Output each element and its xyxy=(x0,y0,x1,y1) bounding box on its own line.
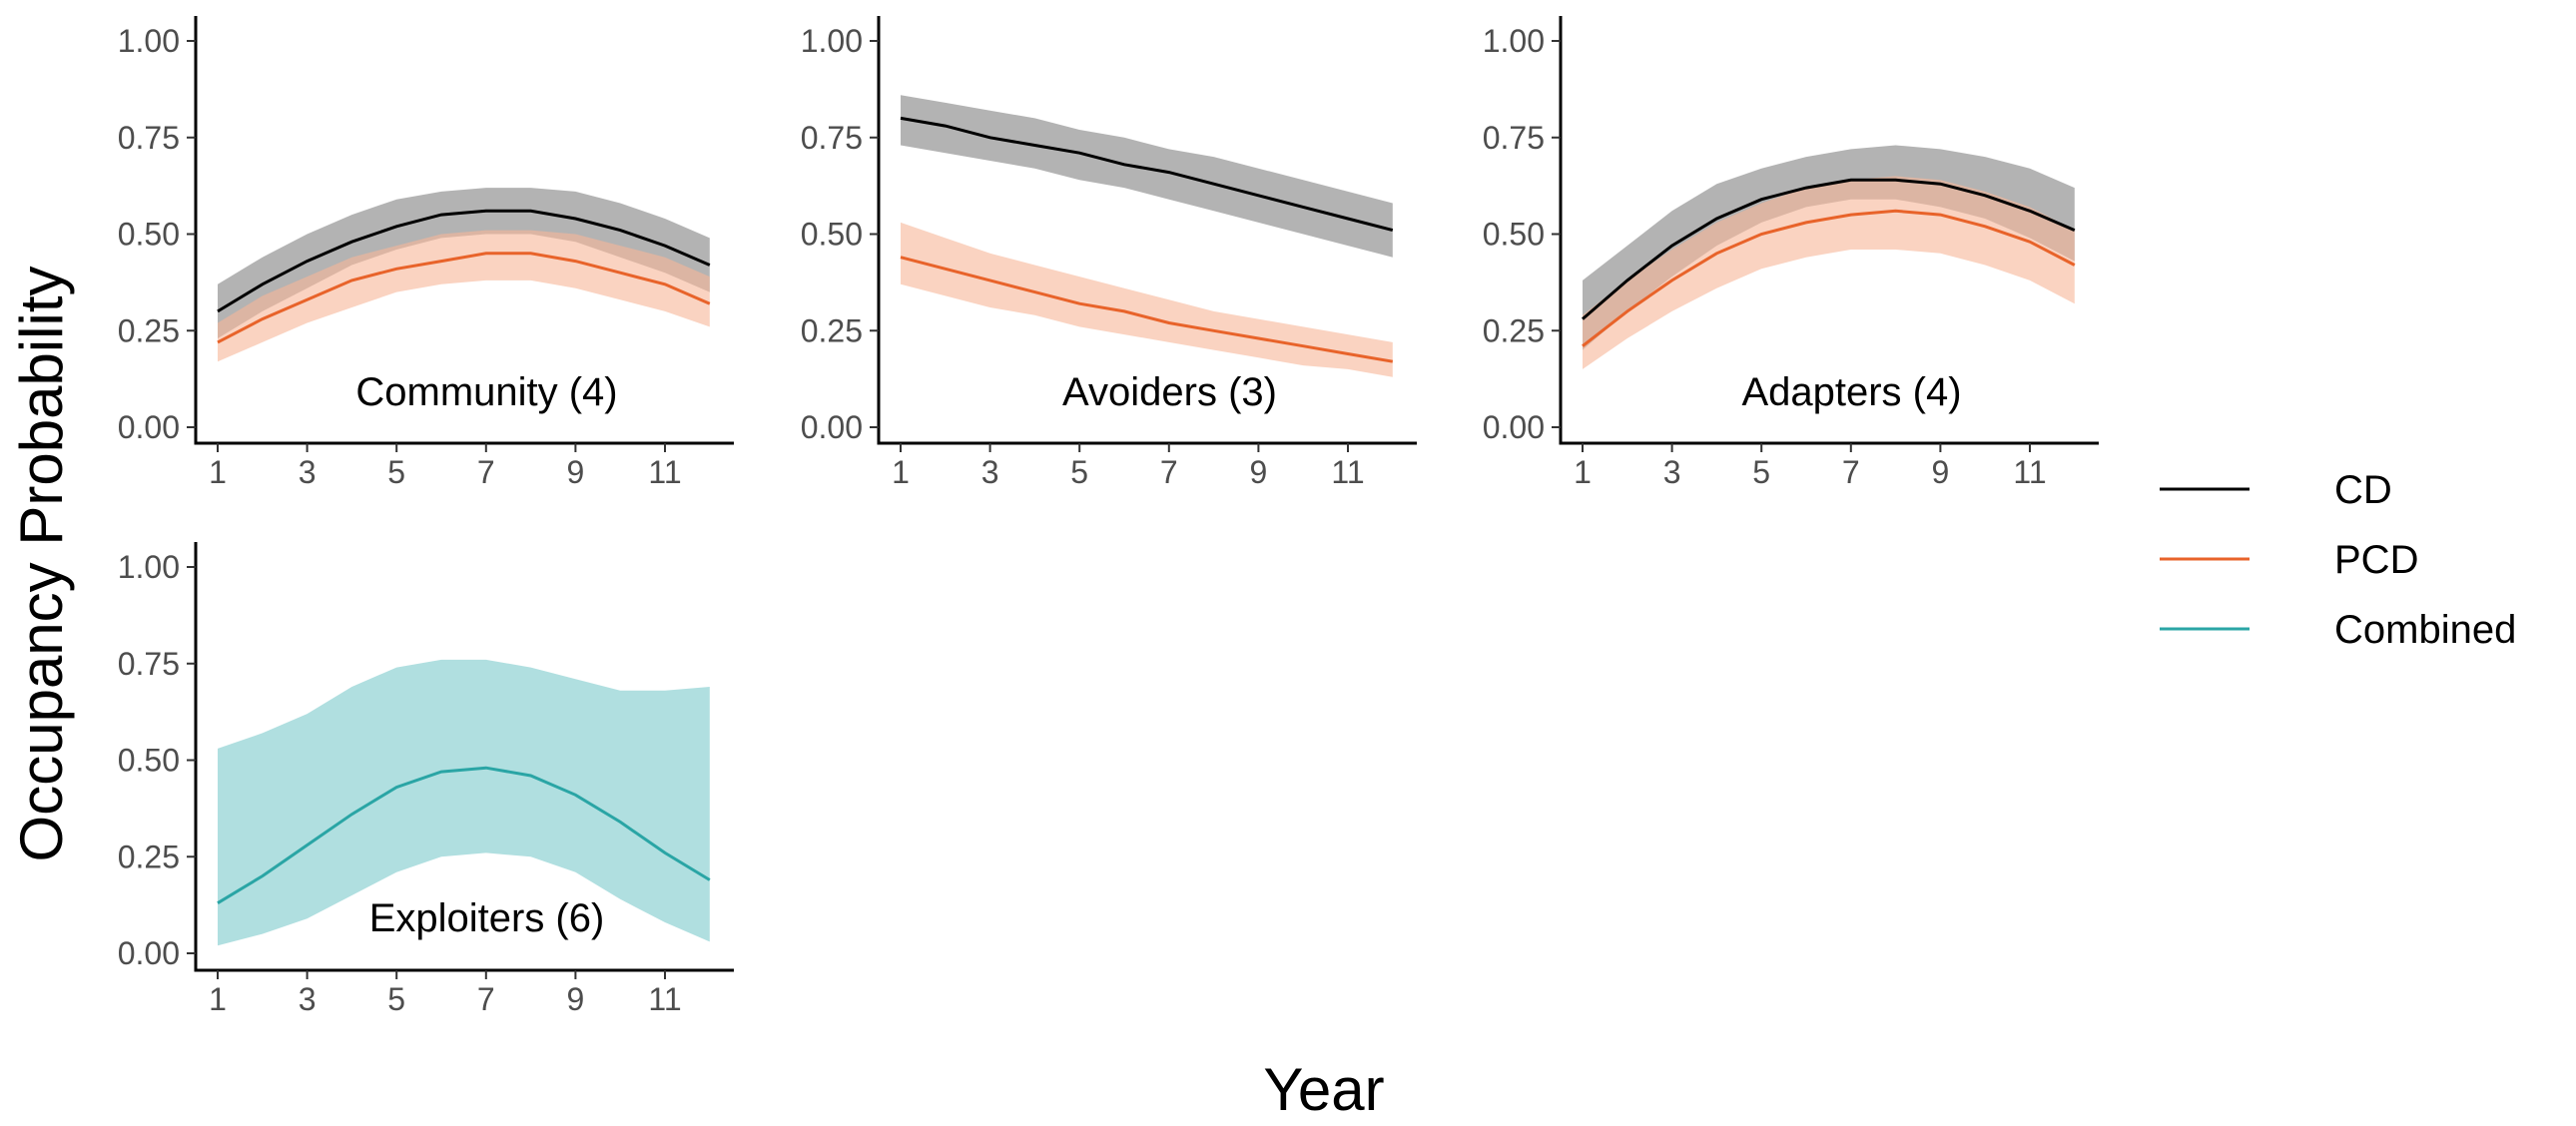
series-line-pcd xyxy=(217,252,711,344)
x-tick-label: 11 xyxy=(648,981,681,1017)
series-line-cd xyxy=(900,116,1394,233)
series-line-cd xyxy=(1582,178,2076,320)
x-tick-label: 9 xyxy=(567,454,585,490)
x-tick-label: 3 xyxy=(981,454,999,490)
y-tick-label: 0.50 xyxy=(118,217,180,253)
y-tick-label: 0.75 xyxy=(118,646,180,682)
x-tick-label: 3 xyxy=(299,981,317,1017)
ci-band-cd xyxy=(218,188,710,338)
series-line-combined xyxy=(217,766,711,904)
y-tick-label: 0.00 xyxy=(801,409,863,445)
y-tick-label: 0.25 xyxy=(801,312,863,348)
x-tick-label: 9 xyxy=(1932,454,1950,490)
y-tick-label: 0.75 xyxy=(118,120,180,156)
y-tick-label: 1.00 xyxy=(801,23,863,59)
y-tick-label: 0.50 xyxy=(1483,217,1545,253)
y-axis-title: Occupancy Probability xyxy=(8,267,75,862)
x-tick-label: 5 xyxy=(387,454,405,490)
panel-label: Exploiters (6) xyxy=(369,896,605,940)
x-tick-label: 9 xyxy=(1250,454,1268,490)
ci-band-pcd xyxy=(1583,176,2075,369)
x-tick-label: 7 xyxy=(477,981,495,1017)
x-tick-label: 1 xyxy=(209,981,227,1017)
x-tick-label: 3 xyxy=(1663,454,1681,490)
y-tick-label: 1.00 xyxy=(1483,23,1545,59)
ci-band-cd xyxy=(901,95,1393,258)
series-line-pcd xyxy=(1582,209,2076,347)
legend-label-combined: Combined xyxy=(2334,608,2516,652)
x-tick-label: 9 xyxy=(567,981,585,1017)
x-axis-title: Year xyxy=(1263,1056,1384,1123)
y-tick-label: 0.25 xyxy=(118,839,180,874)
panel-1: 0.00 0.25 0.50 0.75 1.00 1 3 5 7 9 11 Community (4) xyxy=(118,16,734,490)
series-line-pcd xyxy=(900,256,1394,363)
panel-label: Adapters (4) xyxy=(1741,370,1961,414)
x-tick-label: 7 xyxy=(477,454,495,490)
y-tick-label: 0.00 xyxy=(118,935,180,971)
y-tick-label: 1.00 xyxy=(118,23,180,59)
y-tick-label: 0.50 xyxy=(118,743,180,779)
x-tick-label: 7 xyxy=(1160,454,1178,490)
panel-4: 0.00 0.25 0.50 0.75 1.00 1 3 5 7 9 11 Exploiters (6… xyxy=(118,542,734,1017)
legend-label-pcd: PCD xyxy=(2334,538,2418,582)
x-tick-label: 5 xyxy=(387,981,405,1017)
panel-label: Avoiders (3) xyxy=(1062,370,1277,414)
y-tick-label: 0.25 xyxy=(118,312,180,348)
legend: CD PCD Combined xyxy=(2160,468,2516,652)
ci-band-pcd xyxy=(901,222,1393,377)
x-tick-label: 1 xyxy=(209,454,227,490)
x-tick-label: 11 xyxy=(1331,454,1364,490)
y-tick-label: 0.00 xyxy=(1483,409,1545,445)
y-tick-label: 0.00 xyxy=(118,409,180,445)
y-tick-label: 0.75 xyxy=(1483,120,1545,156)
y-tick-label: 0.75 xyxy=(801,120,863,156)
y-tick-label: 1.00 xyxy=(118,549,180,585)
panel-2: 0.00 0.25 0.50 0.75 1.00 1 3 5 7 9 11 Avoiders (3) xyxy=(801,16,1417,490)
x-tick-label: 11 xyxy=(2013,454,2046,490)
x-tick-label: 11 xyxy=(648,454,681,490)
ci-band-combined xyxy=(218,659,710,946)
x-tick-label: 1 xyxy=(1574,454,1592,490)
panel-label: Community (4) xyxy=(355,370,617,414)
series-line-cd xyxy=(217,209,711,313)
y-tick-label: 0.25 xyxy=(1483,312,1545,348)
legend-label-cd: CD xyxy=(2334,468,2392,512)
y-tick-label: 0.50 xyxy=(801,217,863,253)
panel-3: 0.00 0.25 0.50 0.75 1.00 1 3 5 7 9 11 Adapters (4) xyxy=(1483,16,2099,490)
x-tick-label: 1 xyxy=(892,454,910,490)
x-tick-label: 5 xyxy=(1070,454,1088,490)
x-tick-label: 5 xyxy=(1752,454,1770,490)
x-tick-label: 3 xyxy=(299,454,317,490)
x-tick-label: 7 xyxy=(1842,454,1860,490)
